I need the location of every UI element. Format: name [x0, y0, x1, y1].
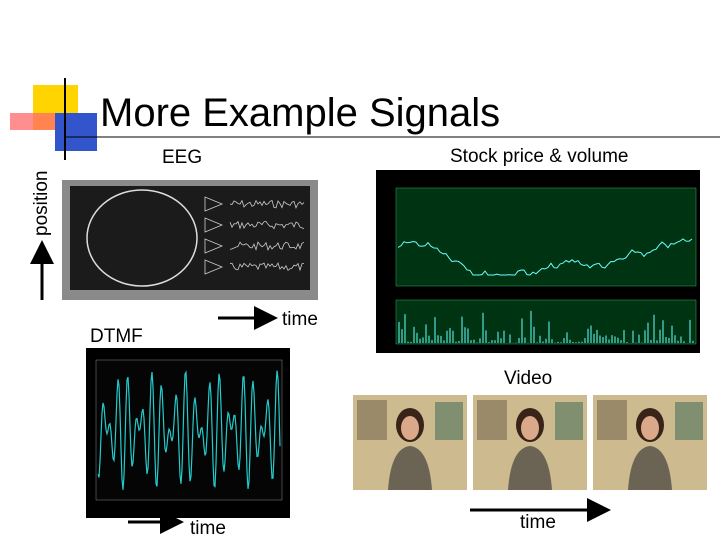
person-body [628, 446, 672, 490]
person-face [521, 416, 539, 440]
stock-price-panel [395, 187, 697, 287]
video-label: Video [504, 368, 552, 389]
frame-art [435, 402, 463, 440]
eeg-traces [204, 196, 305, 275]
deco-blue [55, 113, 97, 151]
frame-art [597, 400, 627, 440]
person-body [388, 446, 432, 490]
eeg-amp [204, 217, 224, 233]
slide-title: More Example Signals [100, 91, 500, 135]
position-label: position [31, 171, 52, 237]
eeg-wave [229, 199, 305, 210]
stock-volume-panel [395, 299, 697, 345]
eeg-amp [204, 238, 224, 254]
stock-label: Stock price & volume [450, 146, 628, 167]
eeg-head [86, 189, 198, 287]
stock-traces [397, 238, 694, 343]
video-frames [353, 395, 707, 490]
person-face [401, 416, 419, 440]
time-label-dtmf: time [190, 518, 226, 539]
frame-art [477, 400, 507, 440]
person-body [508, 446, 552, 490]
frame-art [357, 400, 387, 440]
eeg-wave [229, 262, 305, 272]
stock-price-line [397, 238, 693, 276]
time-label-eeg: time [282, 309, 318, 330]
eeg-wave [229, 241, 305, 252]
frame-art [555, 402, 583, 440]
dtmf-trace [97, 370, 281, 490]
person-face [641, 416, 659, 440]
eeg-wave [229, 220, 305, 230]
eeg-amp [204, 196, 224, 212]
dtmf-label: DTMF [90, 326, 143, 347]
time-label-video: time [520, 512, 556, 533]
eeg-amp [204, 259, 224, 275]
deco-red [10, 113, 55, 130]
frame-art [675, 402, 703, 440]
eeg-panel [70, 186, 310, 290]
dtmf-wave [97, 370, 281, 490]
eeg-label: EEG [162, 147, 202, 168]
